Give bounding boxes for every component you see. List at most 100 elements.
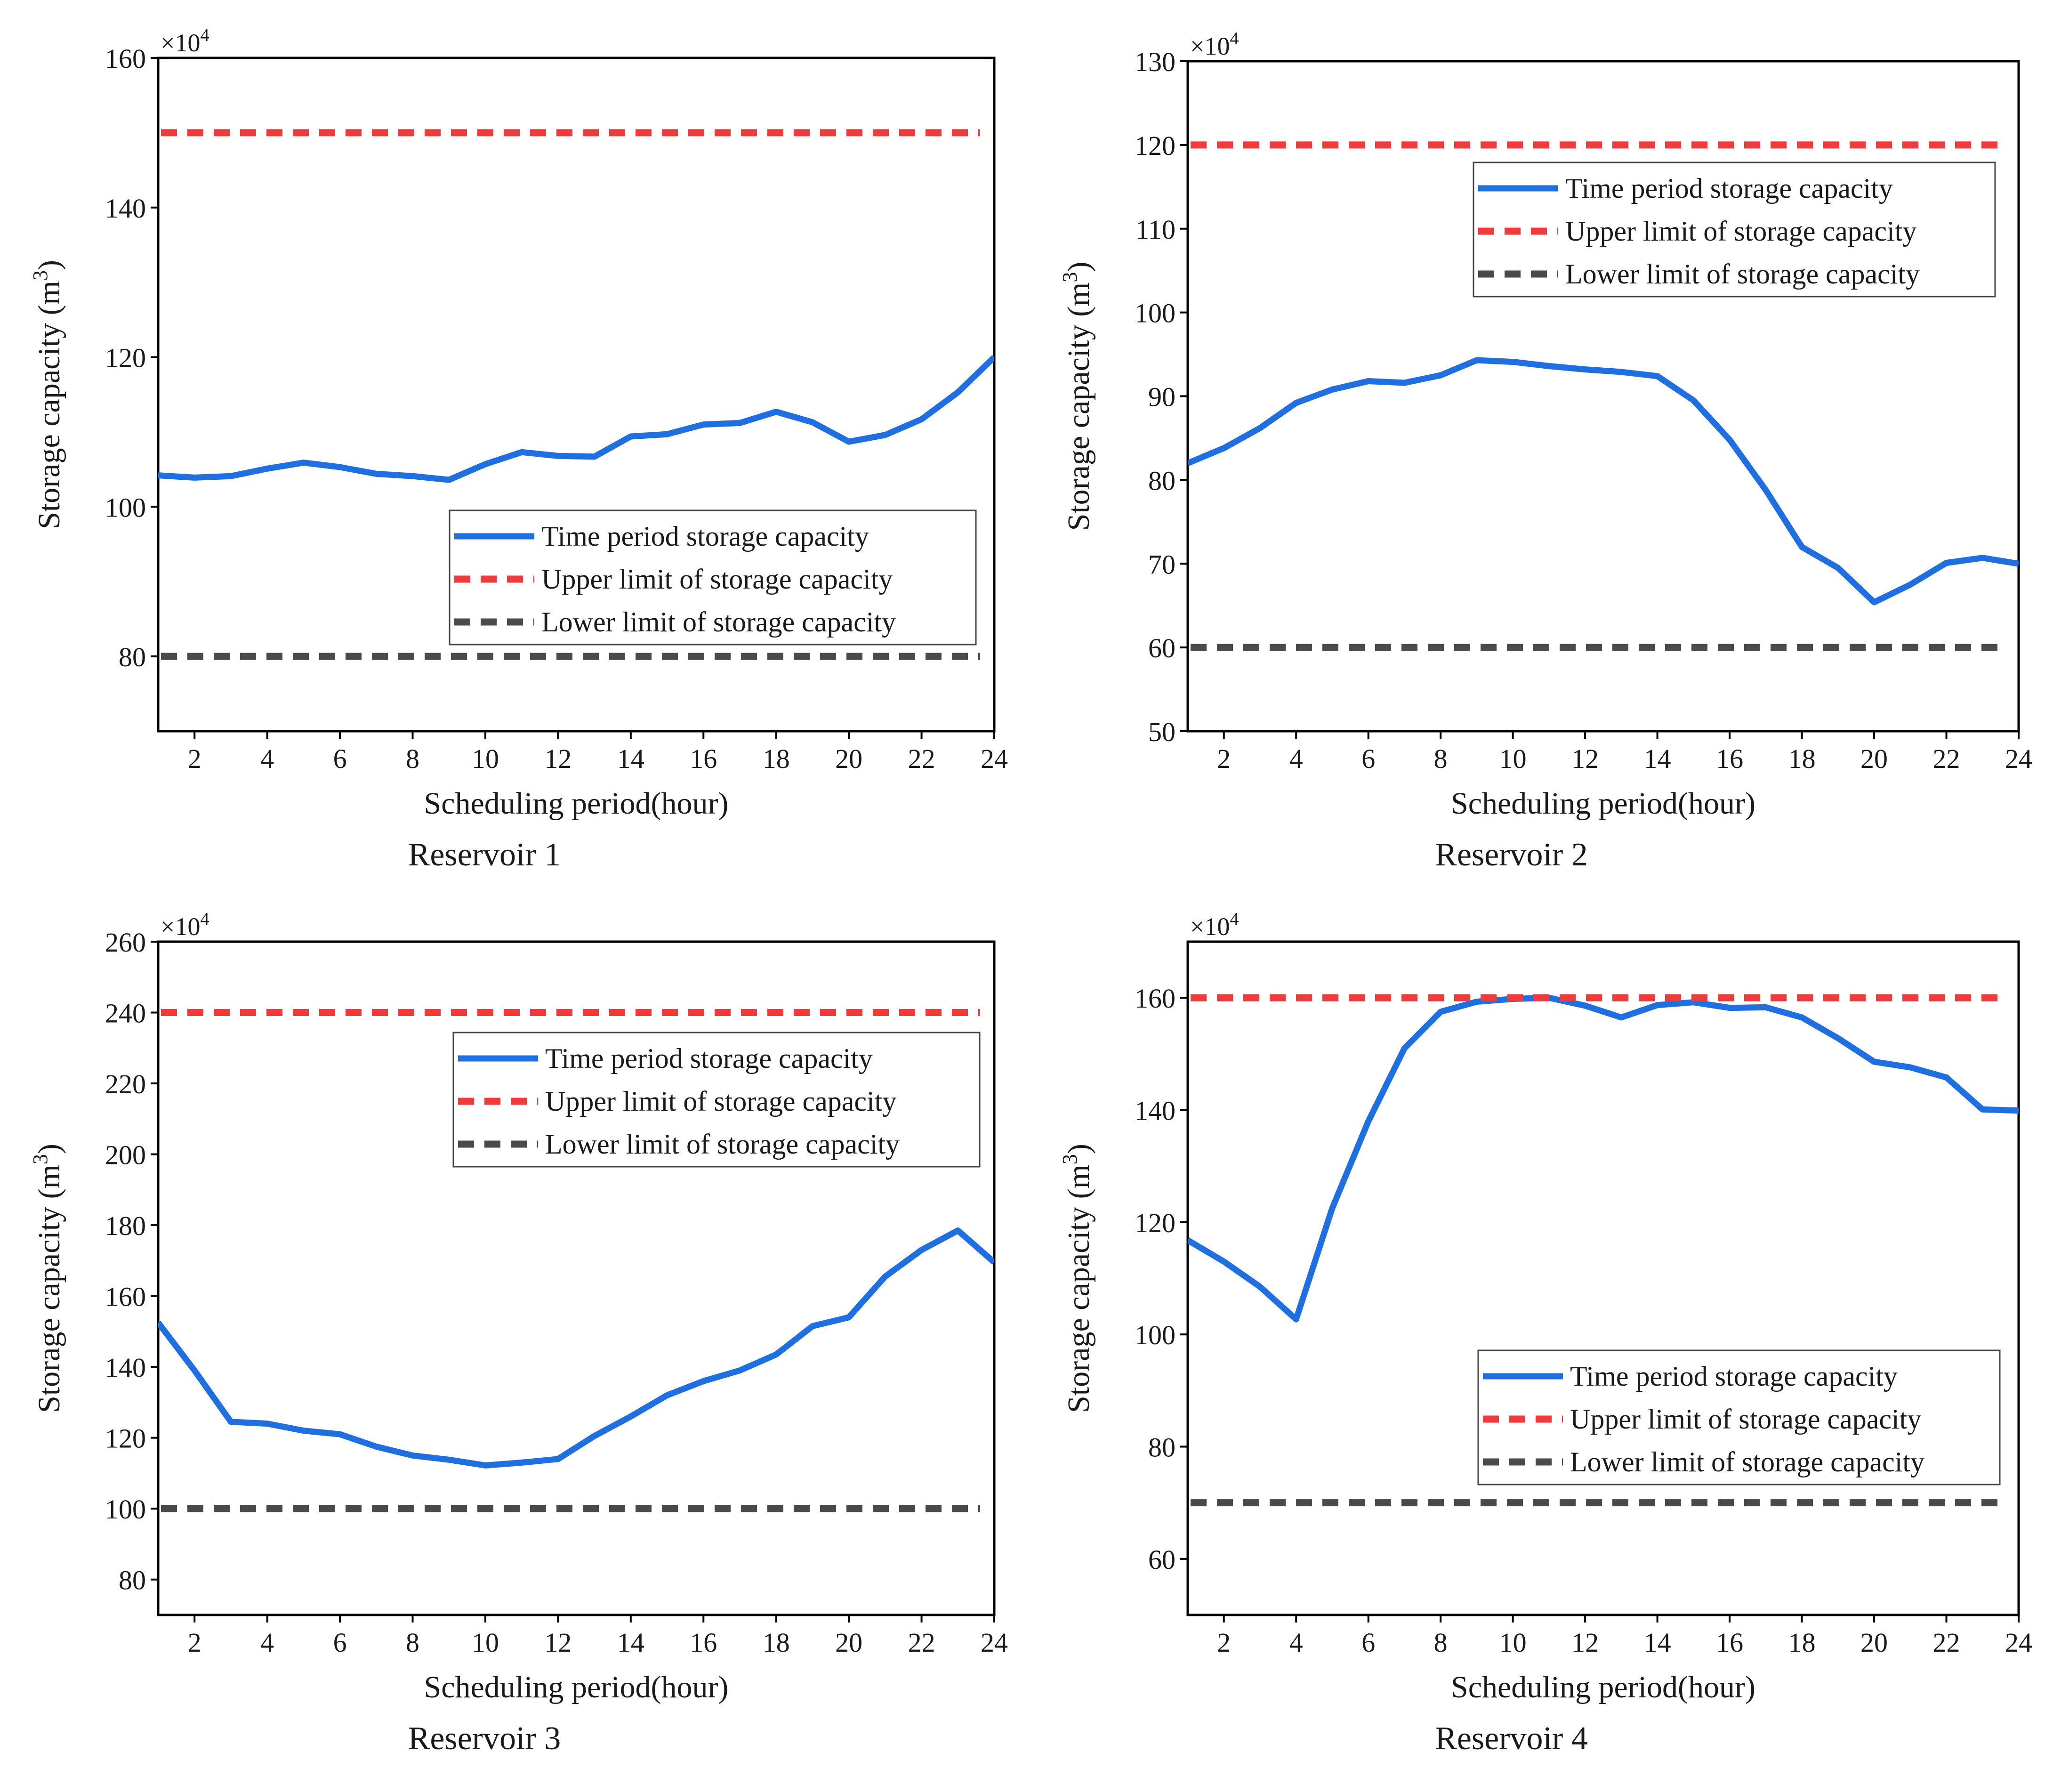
y-axis-label-text: Storage capacity (m — [32, 281, 66, 529]
legend-label: Upper limit of storage capacity — [545, 1086, 896, 1117]
chart-title: Reservoir 2 — [1435, 837, 1588, 873]
y-axis-label-close: ) — [1062, 262, 1096, 272]
y-multiplier-base: ×10 — [1190, 32, 1230, 60]
x-tick-label: 14 — [617, 1627, 644, 1658]
x-tick-label: 20 — [835, 1627, 862, 1658]
y-tick-label: 70 — [1148, 549, 1175, 580]
x-tick-label: 16 — [1716, 743, 1743, 774]
y-tick-label: 80 — [1148, 465, 1175, 496]
x-tick-label: 4 — [1289, 1627, 1303, 1658]
y-tick-label: 140 — [105, 1352, 146, 1383]
y-axis-label: Storage capacity (m3) — [1058, 262, 1096, 531]
y-tick-label: 120 — [105, 343, 146, 373]
y-tick-label: 120 — [1135, 1208, 1175, 1238]
y-axis-label-close: ) — [1062, 1144, 1096, 1154]
legend: Time period storage capacity Upper limit … — [1473, 161, 1996, 298]
y-tick-label: 180 — [105, 1211, 146, 1241]
y-axis-label-superscript: 3 — [1058, 272, 1081, 283]
x-tick-label: 18 — [1788, 1627, 1816, 1658]
y-tick-label: 160 — [105, 1282, 146, 1312]
y-tick-label: 100 — [105, 492, 146, 523]
x-tick-label: 22 — [1933, 743, 1960, 774]
y-tick-label: 60 — [1148, 1544, 1175, 1575]
x-tick-label: 18 — [763, 1627, 790, 1658]
y-tick-label: 100 — [1135, 298, 1175, 329]
y-tick-label: 110 — [1135, 214, 1175, 245]
legend-box — [1473, 161, 1996, 298]
x-tick-label: 20 — [1860, 743, 1888, 774]
x-tick-label: 18 — [1788, 743, 1816, 774]
y-tick-label: 200 — [105, 1140, 146, 1170]
y-tick-label: 100 — [1135, 1320, 1175, 1350]
y-axis-label-text: Storage capacity (m — [32, 1164, 66, 1413]
reservoir-chart-3: 2 4 6 8 10 12 14 16 18 20 22 2480100120140160180200… — [29, 909, 1008, 1757]
y-tick-label: 220 — [105, 1069, 146, 1099]
x-tick-label: 10 — [1499, 743, 1527, 774]
y-multiplier-exponent: 4 — [200, 25, 209, 45]
y-tick-label: 60 — [1148, 633, 1175, 663]
x-tick-label: 2 — [188, 743, 201, 774]
legend-label: Upper limit of storage capacity — [541, 564, 893, 595]
y-multiplier: ×104 — [161, 909, 209, 941]
y-axis-label-text: Storage capacity (m — [1062, 1164, 1096, 1413]
y-axis-label-close: ) — [32, 1144, 66, 1154]
legend-label: Time period storage capacity — [1565, 173, 1893, 204]
y-tick-label: 80 — [119, 642, 146, 672]
chart-title: Reservoir 3 — [408, 1720, 561, 1757]
x-tick-label: 12 — [544, 1627, 572, 1658]
plot-area — [158, 129, 994, 660]
y-tick-label: 140 — [105, 193, 146, 224]
x-tick-label: 24 — [2005, 1627, 2032, 1658]
legend-box — [449, 509, 977, 646]
y-multiplier-base: ×10 — [161, 29, 200, 57]
x-tick-label: 2 — [188, 1627, 201, 1658]
x-tick-label: 12 — [1571, 743, 1599, 774]
x-tick-label: 8 — [1434, 1627, 1448, 1658]
y-tick-label: 50 — [1148, 717, 1175, 747]
x-tick-label: 4 — [260, 1627, 274, 1658]
x-tick-label: 18 — [763, 743, 790, 774]
y-multiplier: ×104 — [1190, 909, 1239, 941]
y-axis-label-text: Storage capacity (m — [1062, 283, 1096, 531]
x-axis-label: Scheduling period(hour) — [1451, 1670, 1755, 1704]
legend-label: Upper limit of storage capacity — [1570, 1404, 1921, 1435]
y-tick-label: 160 — [1135, 983, 1175, 1014]
y-tick-label: 100 — [105, 1494, 146, 1525]
x-tick-label: 20 — [835, 743, 862, 774]
y-tick-label: 130 — [1135, 47, 1175, 77]
x-tick-label: 6 — [333, 743, 347, 774]
reservoir-chart-2: 2 4 6 8 10 12 14 16 18 20 22 2450607080901001101201… — [1058, 29, 2032, 873]
chart-title: Reservoir 4 — [1435, 1720, 1588, 1757]
x-tick-label: 8 — [406, 743, 419, 774]
legend: Time period storage capacity Upper limit … — [1477, 1349, 2001, 1485]
x-tick-label: 10 — [472, 743, 499, 774]
y-axis-label-superscript: 3 — [1058, 1154, 1081, 1164]
y-axis-label: Storage capacity (m3) — [1058, 1144, 1096, 1413]
x-tick-label: 14 — [1644, 743, 1671, 774]
legend: Time period storage capacity Upper limit … — [452, 1032, 981, 1168]
x-tick-label: 10 — [1499, 1627, 1527, 1658]
y-multiplier-exponent: 4 — [1230, 909, 1239, 929]
y-tick-label: 260 — [105, 927, 146, 958]
x-tick-label: 12 — [1571, 1627, 1599, 1658]
y-axis-label: Storage capacity (m3) — [29, 1144, 66, 1413]
legend-label: Time period storage capacity — [545, 1043, 873, 1074]
y-multiplier-base: ×10 — [1190, 912, 1230, 941]
legend-label: Lower limit of storage capacity — [541, 606, 896, 638]
y-multiplier: ×104 — [1190, 29, 1239, 60]
x-tick-label: 6 — [1361, 743, 1375, 774]
x-tick-label: 22 — [1933, 1627, 1960, 1658]
x-tick-label: 24 — [2005, 743, 2032, 774]
legend-label: Upper limit of storage capacity — [1565, 216, 1916, 247]
x-tick-label: 2 — [1217, 743, 1231, 774]
y-tick-label: 80 — [119, 1565, 146, 1596]
x-tick-label: 8 — [406, 1627, 419, 1658]
axis-frame — [157, 940, 996, 1616]
x-tick-label: 24 — [981, 743, 1008, 774]
y-tick-label: 80 — [1148, 1432, 1175, 1463]
x-tick-label: 22 — [908, 743, 935, 774]
storage-capacity-line — [1188, 994, 2019, 1323]
x-tick-label: 4 — [1289, 743, 1303, 774]
x-tick-label: 6 — [333, 1627, 347, 1658]
